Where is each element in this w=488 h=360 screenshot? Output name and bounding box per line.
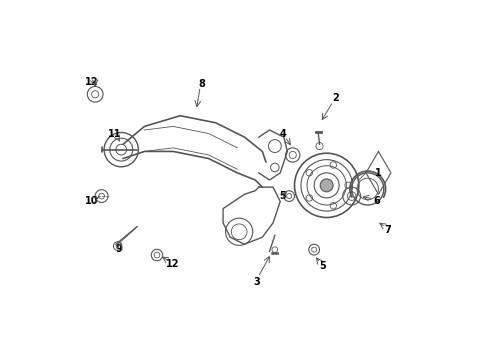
Text: 9: 9 <box>115 244 122 253</box>
Text: 3: 3 <box>253 277 260 287</box>
Text: 2: 2 <box>331 93 338 103</box>
Text: 7: 7 <box>383 225 390 235</box>
Text: 10: 10 <box>85 197 98 206</box>
Text: 5: 5 <box>318 261 325 271</box>
Text: 1: 1 <box>374 168 381 178</box>
Text: 5: 5 <box>279 191 285 201</box>
Text: 4: 4 <box>279 129 286 139</box>
Text: 8: 8 <box>198 78 204 89</box>
Text: 12: 12 <box>85 77 98 87</box>
Text: 11: 11 <box>108 129 122 139</box>
Text: 6: 6 <box>372 197 379 206</box>
Text: 12: 12 <box>165 259 179 269</box>
Circle shape <box>320 179 332 192</box>
